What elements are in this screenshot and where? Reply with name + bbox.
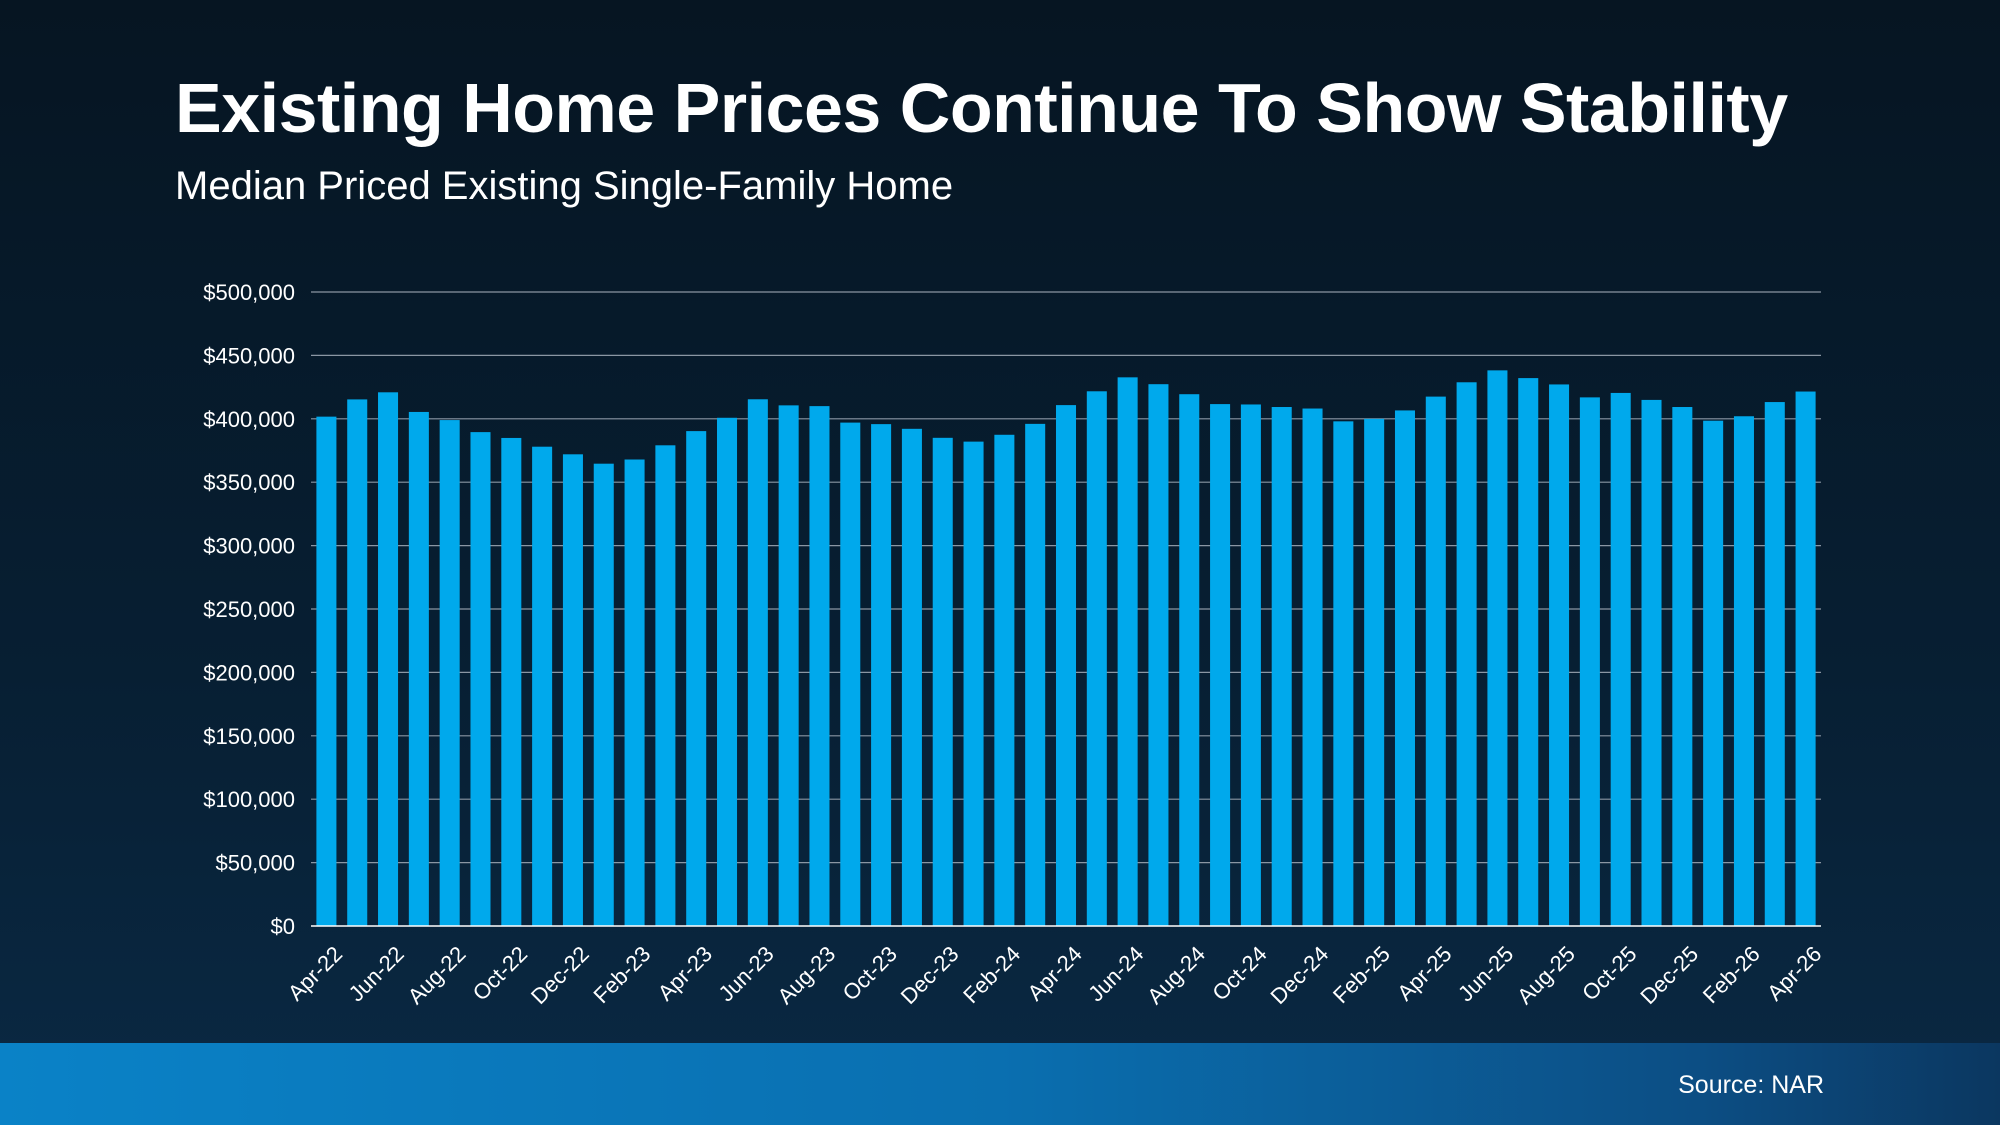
x-tick-label: Aug-25	[1512, 941, 1580, 1009]
bar-dec-24	[1302, 408, 1323, 927]
bar-feb-25	[1364, 418, 1385, 926]
bar-sep-25	[1579, 397, 1600, 926]
bar-jul-22	[408, 411, 429, 927]
x-tick-label: Apr-25	[1392, 941, 1456, 1005]
x-tick-label: Jun-22	[344, 941, 409, 1006]
x-tick-label: Oct-22	[468, 941, 532, 1005]
bar-oct-22	[501, 437, 522, 926]
source-label: Source: NAR	[1678, 1071, 1824, 1099]
bars	[316, 370, 1816, 927]
bar-apr-25	[1425, 396, 1446, 926]
bar-mar-23	[655, 445, 676, 926]
x-tick-label: Feb-25	[1328, 941, 1395, 1008]
x-tick-label: Oct-23	[838, 941, 902, 1005]
x-tick-label: Jun-24	[1083, 941, 1148, 1006]
bar-jul-23	[778, 405, 799, 926]
chart-subtitle: Median Priced Existing Single-Family Hom…	[175, 164, 954, 208]
bar-oct-23	[871, 424, 892, 926]
bar-dec-22	[562, 454, 583, 926]
bar-feb-26	[1733, 416, 1754, 926]
y-tick-label: $250,000	[203, 597, 295, 622]
x-tick-label: Apr-26	[1762, 941, 1826, 1005]
x-tick-label: Oct-24	[1207, 941, 1271, 1005]
bar-jan-24	[963, 441, 984, 926]
bar-aug-23	[809, 406, 830, 926]
x-tick-label: Dec-24	[1266, 941, 1334, 1009]
x-tick-label: Feb-26	[1698, 941, 1765, 1008]
x-tick-label: Dec-22	[526, 941, 594, 1009]
bar-mar-26	[1764, 402, 1785, 927]
bar-aug-25	[1549, 384, 1570, 926]
bar-feb-24	[994, 434, 1015, 926]
x-tick-label: Jun-23	[713, 941, 778, 1006]
x-tick-label: Apr-23	[653, 941, 717, 1005]
x-tick-label: Feb-23	[588, 941, 655, 1008]
bar-jul-24	[1148, 384, 1169, 926]
y-tick-label: $300,000	[203, 534, 295, 559]
y-tick-label: $0	[271, 914, 295, 939]
bar-jun-24	[1117, 377, 1138, 926]
bar-may-24	[1086, 391, 1107, 926]
bar-mar-24	[1025, 423, 1046, 926]
bar-apr-26	[1795, 391, 1816, 927]
y-tick-label: $450,000	[203, 343, 295, 368]
bar-sep-24	[1210, 404, 1231, 926]
bar-apr-24	[1055, 405, 1077, 926]
x-tick-label: Dec-23	[896, 941, 964, 1009]
bar-jan-23	[593, 463, 614, 926]
bar-jun-23	[747, 399, 768, 926]
bar-mar-25	[1394, 410, 1415, 926]
y-tick-label: $200,000	[203, 660, 295, 685]
y-tick-label: $150,000	[203, 724, 295, 749]
x-tick-label: Oct-25	[1577, 941, 1641, 1005]
bar-nov-24	[1271, 407, 1292, 927]
bar-nov-23	[901, 428, 922, 926]
bar-chart: $0 $50,000 $100,000 $150,000 $200,000 $250,00…	[203, 280, 1826, 1009]
x-tick-label: Jun-25	[1453, 941, 1518, 1006]
bar-apr-23	[686, 431, 707, 926]
y-tick-label: $100,000	[203, 787, 295, 812]
bar-jul-25	[1518, 378, 1539, 927]
bar-dec-25	[1672, 407, 1693, 927]
x-tick-label: Dec-25	[1635, 941, 1703, 1009]
bar-jan-26	[1703, 420, 1724, 926]
bar-sep-23	[840, 422, 861, 926]
x-tick-label: Feb-24	[958, 941, 1025, 1008]
bar-aug-24	[1179, 394, 1200, 926]
x-tick-label: Aug-24	[1142, 941, 1210, 1009]
bar-nov-25	[1641, 399, 1662, 926]
x-axis: Apr-22Jun-22Aug-22Oct-22Dec-22Feb-23Apr-…	[283, 925, 1826, 1009]
bar-jun-22	[378, 392, 399, 926]
y-tick-label: $50,000	[215, 851, 295, 876]
y-axis: $0 $50,000 $100,000 $150,000 $200,000 $250,00…	[203, 280, 295, 939]
footer-bar: Source: NAR	[0, 1043, 2000, 1125]
bar-jan-25	[1333, 421, 1354, 926]
y-tick-label: $500,000	[203, 280, 295, 305]
x-tick-label: Aug-23	[772, 941, 840, 1009]
chart-title: Existing Home Prices Continue To Show St…	[175, 69, 1788, 147]
bar-nov-22	[532, 446, 553, 926]
bar-sep-22	[470, 432, 491, 926]
y-tick-label: $400,000	[203, 407, 295, 432]
bar-oct-24	[1240, 404, 1261, 927]
bar-aug-22	[439, 420, 460, 926]
bar-may-22	[347, 399, 368, 926]
y-tick-label: $350,000	[203, 470, 295, 495]
x-tick-label: Apr-22	[283, 941, 347, 1005]
bar-may-25	[1456, 382, 1477, 926]
x-tick-label: Aug-22	[403, 941, 471, 1009]
bar-apr-22	[316, 416, 337, 926]
bar-may-23	[717, 417, 738, 926]
x-tick-label: Apr-24	[1022, 941, 1086, 1005]
bar-dec-23	[932, 437, 953, 926]
bar-feb-23	[624, 459, 645, 926]
bar-oct-25	[1610, 392, 1631, 926]
bar-jun-25	[1487, 370, 1508, 926]
